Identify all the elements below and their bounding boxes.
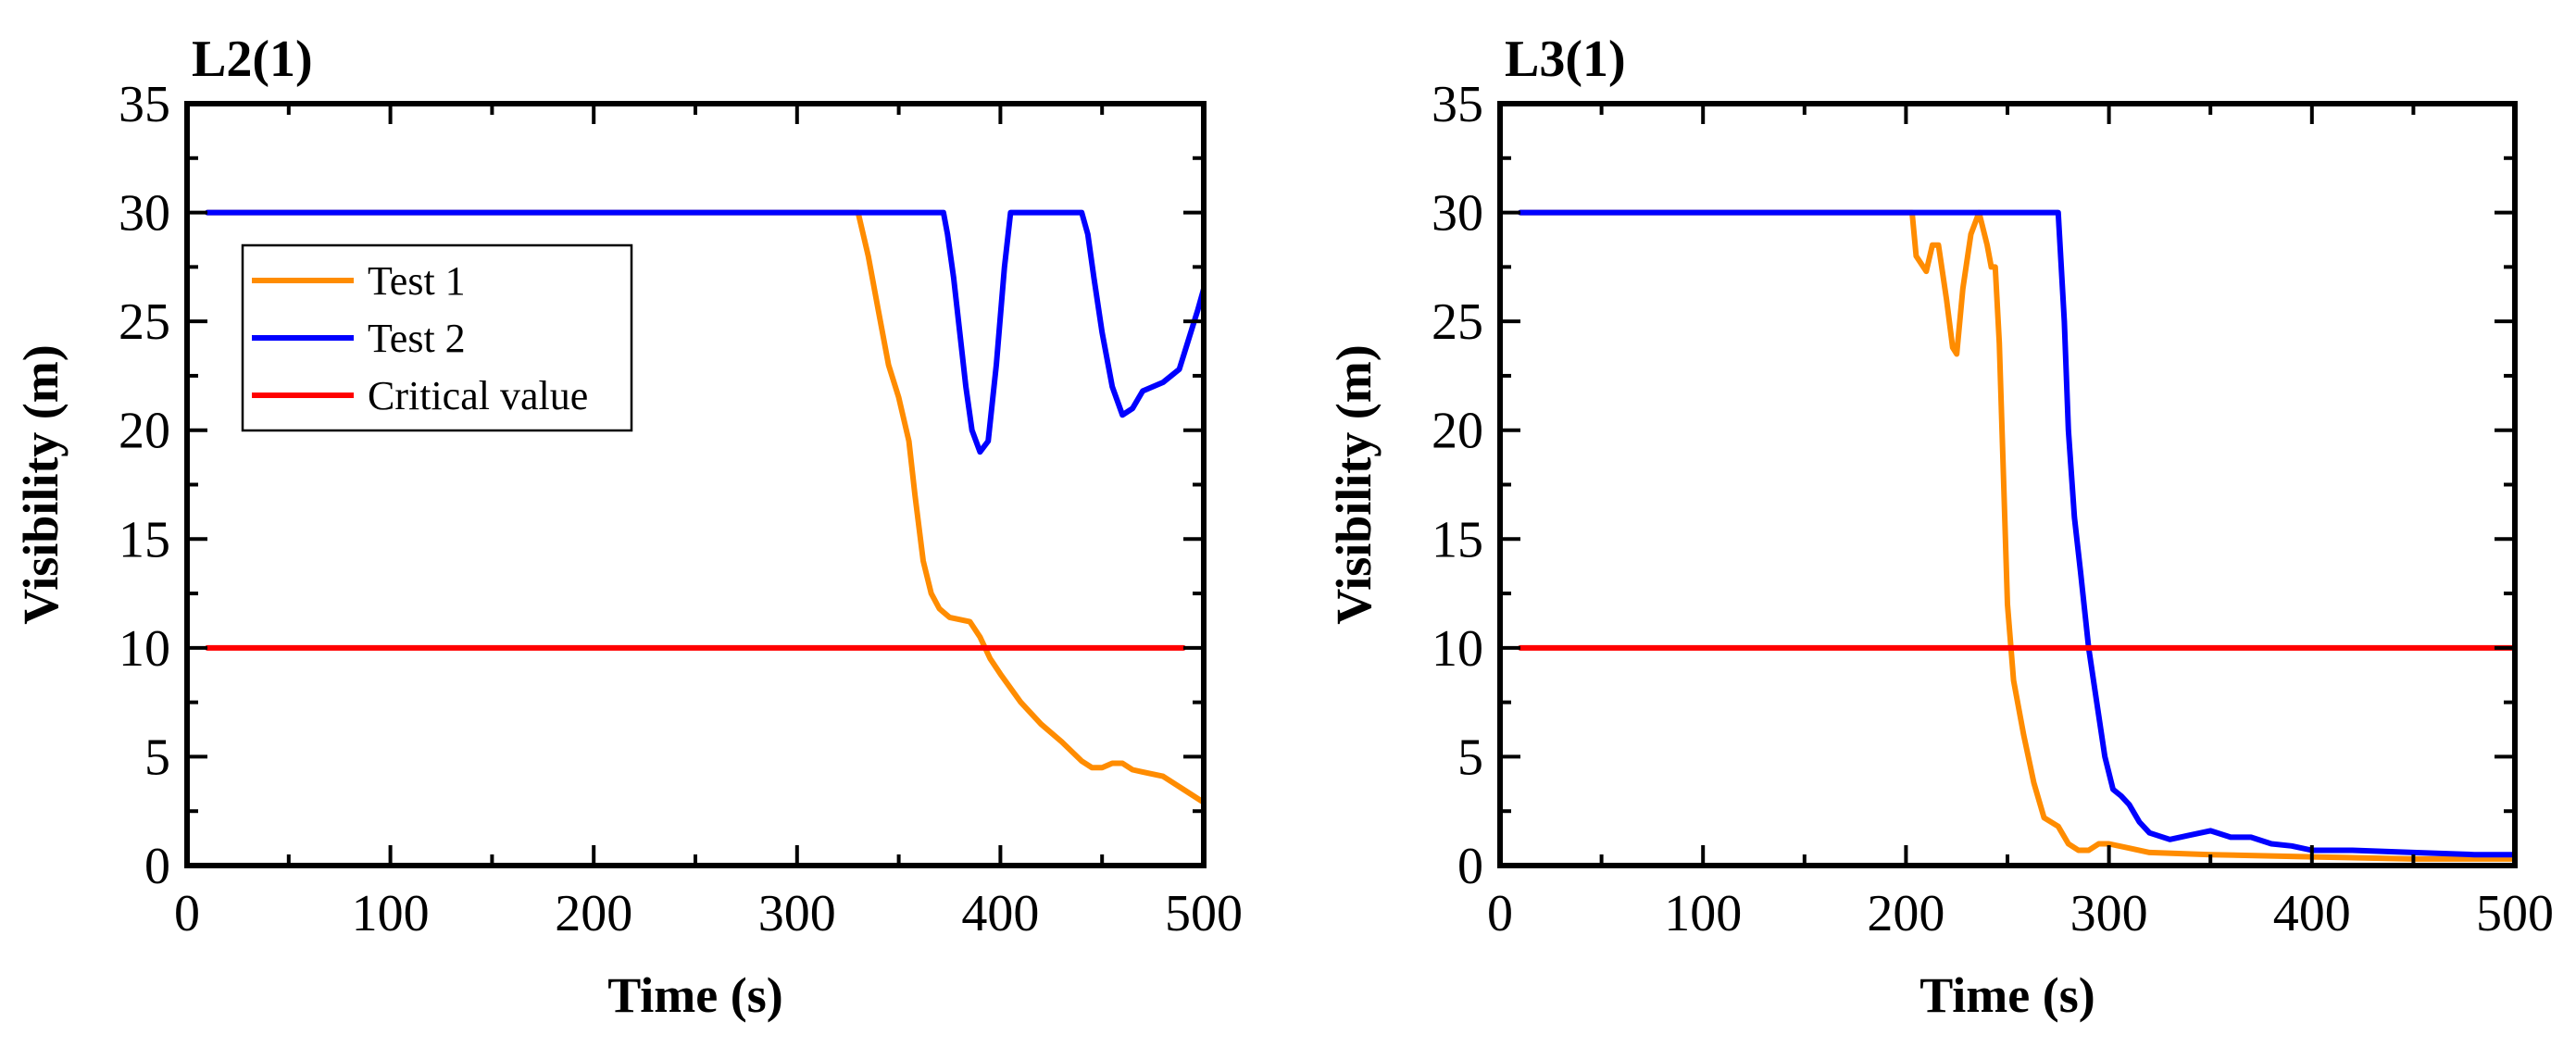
x-tick-label: 300	[758, 885, 836, 942]
x-tick-label: 0	[1487, 885, 1513, 942]
y-axis-title: Visibility (m)	[1326, 344, 1382, 624]
x-tick-label: 0	[174, 885, 200, 942]
y-tick-label: 5	[1457, 729, 1483, 786]
x-tick-label: 300	[2070, 885, 2148, 942]
series-line-test-2	[1517, 209, 2515, 858]
y-tick-label: 25	[119, 293, 170, 351]
panel-title: L3(1)	[1505, 31, 1626, 88]
x-tick-label: 200	[1867, 885, 1945, 942]
series-line-test-1	[1517, 209, 2515, 862]
y-tick-label: 20	[119, 403, 170, 460]
y-tick-label: 20	[1432, 403, 1483, 460]
x-tick-label: 500	[1165, 885, 1243, 942]
legend: Test 1 Test 2 Critical value	[241, 243, 633, 432]
y-tick-label: 35	[119, 76, 170, 133]
panel-title: L2(1)	[192, 31, 313, 88]
x-tick-label: 400	[2273, 885, 2351, 942]
x-tick-label: 400	[961, 885, 1039, 942]
legend-label: Test 2	[368, 316, 466, 361]
chart-panel-1: 0 100 200 300 400 500 0 5 10 15 20 25 30 35 Time (s) Vi…	[13, 31, 1243, 1023]
y-tick-label: 5	[144, 729, 170, 786]
chart-panel-2: 0 100 200 300 400 500 0 5 10 15 20 25 30 35 Time (s) Vi…	[1326, 31, 2554, 1023]
x-tick-label: 100	[1664, 885, 1742, 942]
y-tick-label: 35	[1432, 76, 1483, 133]
legend-label: Test 1	[368, 258, 466, 304]
y-axis-title: Visibility (m)	[13, 344, 69, 624]
y-tick-label: 15	[1432, 511, 1483, 568]
y-tick-label: 10	[119, 620, 170, 678]
x-tick-label: 200	[555, 885, 632, 942]
y-tick-label: 25	[1432, 293, 1483, 351]
series-line-test-1	[205, 209, 1204, 805]
x-axis-title: Time (s)	[607, 967, 782, 1023]
x-tick-label: 500	[2476, 885, 2554, 942]
plot-frame	[184, 101, 1207, 868]
y-tick-label: 0	[144, 838, 170, 895]
y-tick-label: 10	[1432, 620, 1483, 678]
x-tick-label: 100	[352, 885, 430, 942]
x-axis-title: Time (s)	[1919, 967, 2095, 1023]
y-tick-label: 30	[119, 185, 170, 243]
series-line-test-2	[205, 209, 1204, 455]
y-tick-label: 15	[119, 511, 170, 568]
plot-frame	[1497, 101, 2518, 868]
y-tick-label: 0	[1457, 838, 1483, 895]
y-tick-label: 30	[1432, 185, 1483, 243]
legend-label: Critical value	[368, 373, 588, 418]
